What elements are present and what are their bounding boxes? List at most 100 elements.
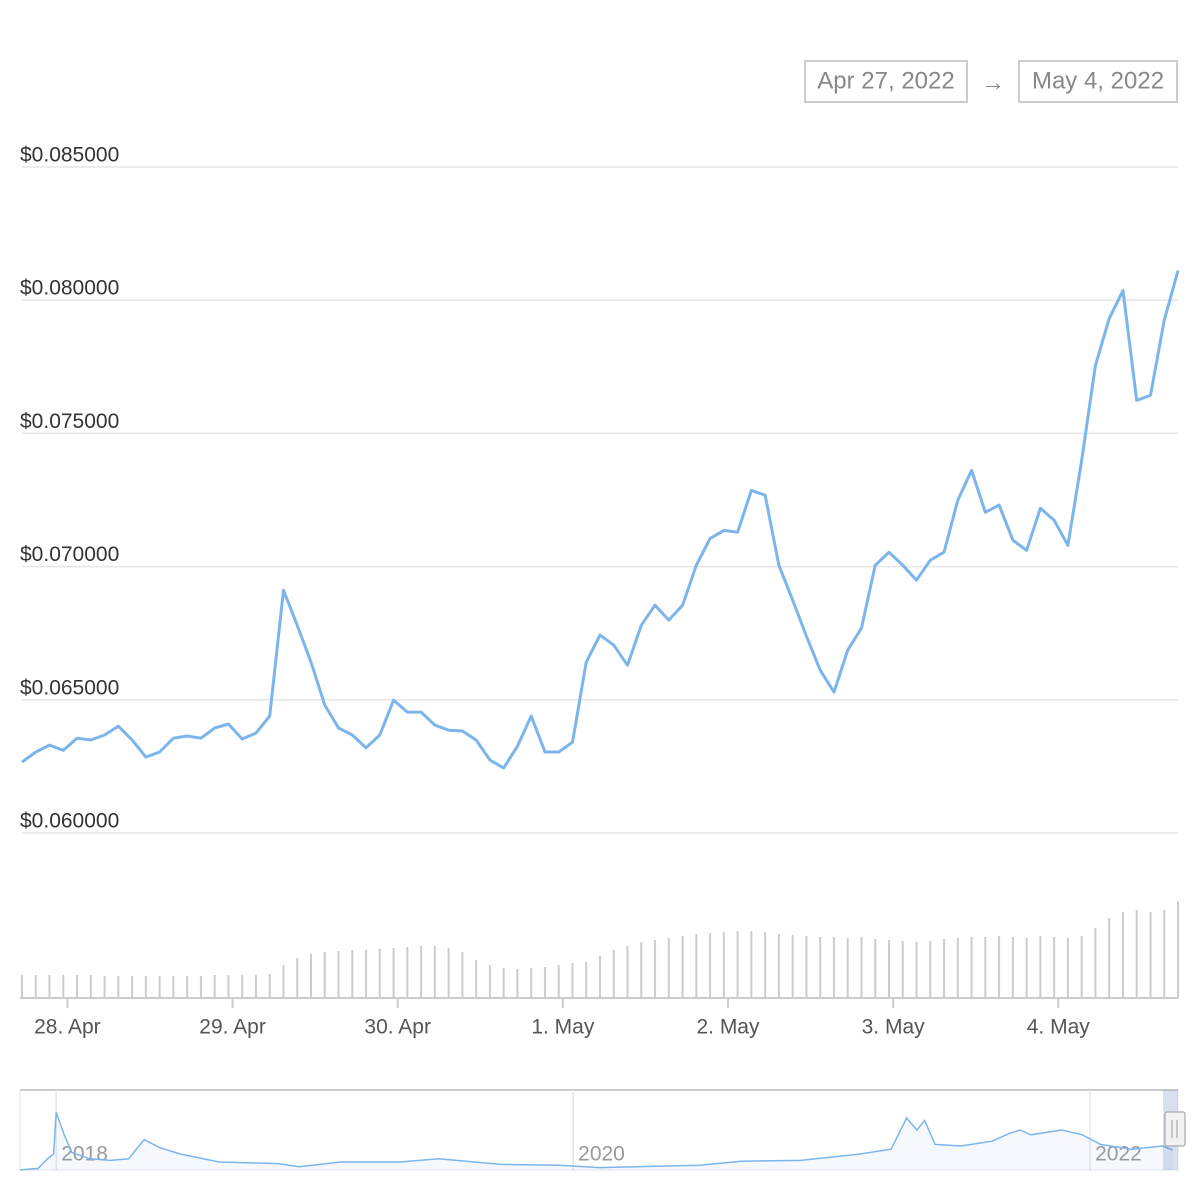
volume-bar [21, 975, 23, 998]
volume-bar [378, 949, 381, 998]
volume-bar [337, 951, 340, 998]
volume-bar [777, 934, 780, 998]
volume-bar [296, 958, 299, 998]
y-tick-label: $0.065000 [20, 676, 119, 699]
volume-bar [681, 936, 684, 998]
volume-bar [543, 967, 546, 998]
price-line [21, 270, 1180, 770]
volume-bar [571, 963, 574, 998]
volume-bar [846, 938, 849, 998]
volume-bar [117, 976, 120, 998]
x-tick-label: 2. May [696, 1016, 760, 1039]
volume-bar [172, 976, 175, 998]
y-tick-label: $0.085000 [20, 144, 119, 167]
volume-bar [1094, 928, 1097, 998]
x-tick-label: 30. Apr [364, 1016, 431, 1039]
volume-bar [736, 931, 739, 998]
volume-bar [874, 939, 877, 998]
volume-bar [488, 965, 491, 998]
volume-bar [929, 941, 932, 998]
volume-bar [585, 962, 588, 998]
volume-bar [144, 976, 147, 998]
volume-bar [764, 932, 767, 998]
volume-bar [475, 960, 478, 998]
volume-bar [268, 974, 271, 998]
volume-bar [998, 936, 1001, 998]
volume-bar [103, 976, 106, 998]
volume-bar [832, 937, 835, 998]
volume-bar [819, 937, 822, 998]
volume-bar [888, 940, 890, 998]
volume-bar [323, 952, 326, 998]
volume-bar [433, 946, 436, 998]
x-tick-label: 28. Apr [34, 1016, 101, 1039]
navigator-tick-label: 2020 [578, 1143, 625, 1166]
volume-bar [310, 954, 312, 998]
volume-bar [1011, 937, 1014, 998]
y-tick-label: $0.070000 [20, 543, 119, 566]
volume-bar [915, 942, 918, 998]
volume-bar [956, 938, 959, 998]
range-arrow: → [981, 69, 1005, 96]
volume-bar [502, 968, 505, 998]
range-to-input[interactable] [1018, 60, 1178, 103]
volume-bar [970, 937, 973, 998]
volume-bar [34, 975, 37, 998]
volume-bar [612, 950, 615, 998]
navigator-line [19, 1112, 1174, 1171]
plot: $0.060000 $0.065000 $0.070000 $0.075000 $0.0… [19, 144, 1180, 1171]
volume-bar [1163, 910, 1166, 998]
navigator-handle[interactable] [1164, 1111, 1186, 1147]
volume-bar [805, 936, 808, 998]
volume-bar [654, 940, 657, 998]
volume-bar [901, 941, 904, 998]
navigator-area [20, 1112, 1173, 1170]
volume-bar [709, 933, 712, 998]
volume-bar [447, 948, 450, 998]
volume-bar [530, 968, 533, 998]
volume-bar [213, 975, 216, 998]
volume-bar [76, 975, 79, 998]
volume-bar [227, 975, 230, 998]
volume-bar [791, 935, 794, 998]
volume-bar [241, 975, 244, 998]
volume-bar [943, 939, 946, 998]
volume-bar [1080, 936, 1083, 998]
volume-bar [516, 969, 519, 998]
volume-bar [1025, 938, 1028, 998]
volume-bar [406, 947, 409, 998]
x-tick-label: 1. May [531, 1016, 595, 1039]
volume-bar [557, 965, 560, 998]
volume-bar [599, 956, 601, 998]
volume-bar [282, 965, 285, 998]
volume-bar [1121, 912, 1124, 998]
volume-bar [722, 932, 725, 998]
volume-bar [640, 942, 643, 998]
volume-bar [186, 976, 189, 998]
volume-bar [199, 976, 202, 998]
volume-bar [1135, 910, 1138, 998]
volume-bar [131, 976, 134, 998]
volume-bar [1053, 937, 1056, 998]
volume-bar [461, 952, 464, 998]
volume-bar [1039, 936, 1042, 998]
y-tick-label: $0.080000 [20, 277, 119, 300]
volume-bar [984, 937, 987, 998]
volume-bar [89, 975, 92, 998]
x-tick-label: 3. May [862, 1016, 926, 1039]
volume-bar [667, 938, 670, 998]
volume-bar [1108, 918, 1111, 998]
volume-bar [695, 934, 698, 998]
range-to: May 4, 2022 [1032, 67, 1164, 94]
volume-bar [750, 931, 753, 998]
x-tick-label: 29. Apr [199, 1016, 266, 1039]
range-from-input[interactable] [804, 60, 968, 103]
volume-bar [1066, 938, 1069, 998]
volume-bar [860, 937, 863, 998]
volume-bar [392, 948, 395, 998]
volume-bar [62, 975, 65, 998]
volume-bar [420, 946, 423, 998]
y-tick-label: $0.060000 [20, 810, 119, 833]
y-tick-label: $0.075000 [20, 410, 119, 433]
